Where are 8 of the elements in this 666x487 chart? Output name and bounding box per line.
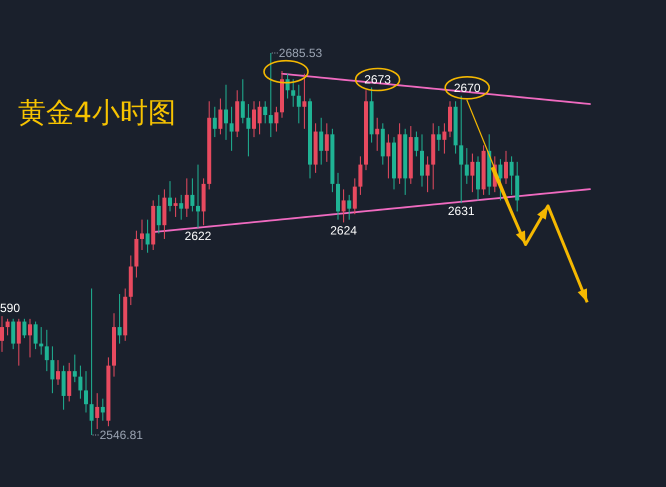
- annotation: 2624: [330, 223, 357, 238]
- annotation: 2670: [454, 80, 481, 95]
- annotation: 590: [0, 301, 20, 316]
- annotation: 2685.53: [278, 46, 322, 60]
- annotation: 2631: [448, 204, 475, 218]
- title: 黄金4小时图: [18, 96, 176, 129]
- annotation: 2622: [184, 228, 212, 243]
- annotation: 2546.81: [100, 428, 143, 442]
